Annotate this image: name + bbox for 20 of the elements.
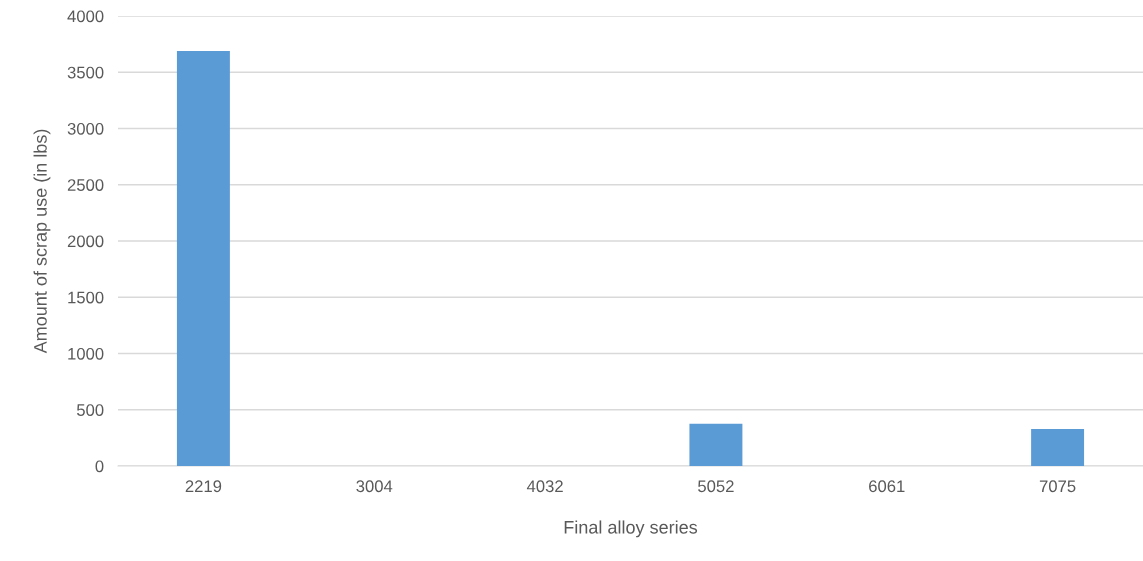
x-tick-label: 4032 bbox=[526, 480, 563, 493]
x-axis-title: Final alloy series bbox=[564, 520, 698, 538]
y-tick-label: 2000 bbox=[67, 235, 104, 248]
x-tick-label: 5052 bbox=[698, 480, 734, 493]
y-tick-label: 3000 bbox=[67, 122, 104, 135]
x-tick-label: 6061 bbox=[869, 480, 905, 493]
x-tick-label: 7075 bbox=[1039, 480, 1076, 493]
bar bbox=[176, 50, 230, 466]
bar bbox=[689, 423, 743, 466]
y-tick-label: 3500 bbox=[67, 66, 104, 79]
y-tick-label: 500 bbox=[76, 404, 104, 416]
x-tick-label: 2219 bbox=[185, 480, 222, 493]
x-tick-label: 3004 bbox=[356, 480, 393, 493]
y-tick-label: 1000 bbox=[68, 347, 104, 360]
y-tick-label: 1500 bbox=[68, 291, 104, 304]
bar bbox=[1031, 428, 1085, 466]
y-axis-title: Amount of scrap use (in lbs) bbox=[33, 129, 51, 354]
y-tick-label: 0 bbox=[95, 460, 104, 473]
y-tick-label: 2500 bbox=[67, 179, 104, 191]
y-tick-label: 4000 bbox=[67, 10, 104, 23]
